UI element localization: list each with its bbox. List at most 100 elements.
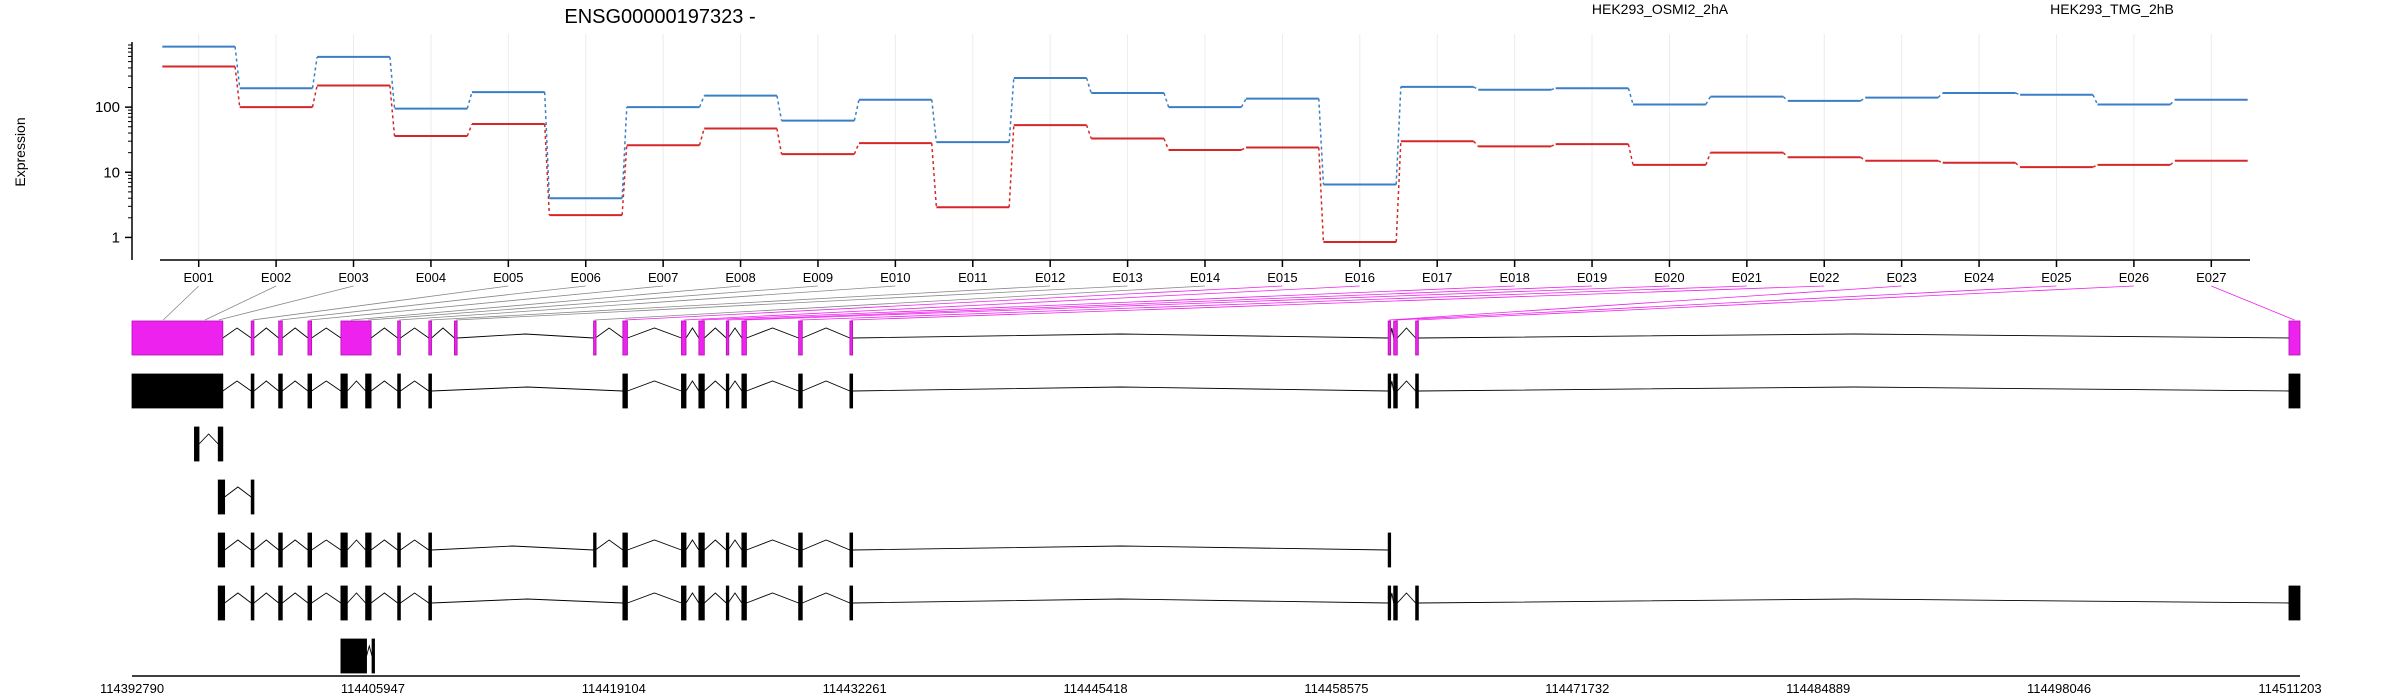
- exon-box: [798, 320, 803, 356]
- exon-box: [1415, 320, 1419, 356]
- exon-label: E017: [1422, 270, 1452, 285]
- intron: [282, 592, 309, 604]
- exon-label: E006: [571, 270, 601, 285]
- genomic-tick-label: 114484889: [1786, 681, 1850, 696]
- intron: [457, 333, 594, 339]
- intron: [311, 592, 342, 604]
- intron: [222, 327, 252, 339]
- exon-transition: [2014, 162, 2021, 168]
- exon-connector: [218, 285, 354, 321]
- exon-transition: [1241, 146, 1247, 151]
- exon-label: E011: [958, 270, 987, 285]
- intron: [224, 592, 252, 604]
- exon-box: [849, 320, 854, 356]
- exon-connector: [594, 285, 1206, 321]
- exon-box: [725, 320, 730, 356]
- exon-label: E022: [1809, 270, 1839, 285]
- exon-box: [681, 320, 687, 356]
- intron: [253, 539, 279, 551]
- exon-box: [593, 320, 597, 356]
- exon-box: [217, 585, 226, 621]
- intron: [802, 380, 851, 392]
- exon-box: [131, 320, 224, 356]
- intron: [366, 644, 373, 657]
- exon-box: [250, 320, 255, 356]
- transcript-row: [131, 373, 2301, 409]
- exon-label: E027: [2196, 270, 2226, 285]
- exon-transition: [1318, 98, 1325, 185]
- intron: [727, 327, 743, 339]
- exon-transition: [1937, 160, 1943, 164]
- exon-box: [741, 585, 747, 621]
- exon-transition: [776, 95, 783, 121]
- exon-box: [1393, 373, 1398, 409]
- series-group: [162, 65, 2248, 244]
- intron: [400, 380, 430, 392]
- exon-box: [250, 585, 255, 621]
- intron: [1418, 598, 2289, 604]
- exon-label: E024: [1964, 270, 1994, 285]
- intron: [852, 333, 1389, 339]
- exon-connector: [683, 285, 1360, 321]
- exon-box: [365, 373, 372, 409]
- chart-title: ENSG00000197323 -: [564, 6, 755, 28]
- exon-label: E013: [1112, 270, 1142, 285]
- exon-box: [278, 373, 283, 409]
- exon-box: [250, 373, 255, 409]
- exon-connector: [1416, 285, 2134, 321]
- exon-transition: [311, 56, 318, 89]
- y-axis-label: Expression: [12, 117, 28, 186]
- exon-transition: [1163, 92, 1170, 108]
- exon-box: [798, 373, 803, 409]
- exon-box: [340, 532, 348, 568]
- genomic-tick-label: 114511203: [2258, 681, 2321, 696]
- exon-label: E010: [880, 270, 910, 285]
- transcript-row: [194, 426, 224, 462]
- intron: [400, 539, 430, 551]
- exon-box: [1393, 585, 1398, 621]
- exon-box: [1387, 585, 1392, 621]
- exon-box: [798, 585, 803, 621]
- exon-connector: [280, 285, 586, 321]
- exon-connector: [2211, 285, 2295, 321]
- exon-box: [849, 585, 854, 621]
- intron: [746, 327, 799, 339]
- exon-transition: [2169, 99, 2176, 105]
- exon-transition: [389, 85, 396, 137]
- exon-box: [250, 479, 255, 515]
- intron: [627, 592, 682, 604]
- legend-series-1: HEK293_OSMI2_2hA: [1592, 1, 1729, 17]
- exon-transition: [1473, 140, 1479, 147]
- intron: [1396, 327, 1416, 339]
- intron: [282, 539, 309, 551]
- y-tick-label: 100: [95, 99, 120, 116]
- intron: [346, 380, 366, 392]
- exon-box: [1415, 373, 1419, 409]
- intron: [852, 386, 1389, 392]
- intron: [627, 539, 682, 551]
- intron: [627, 327, 682, 339]
- exon-transition: [1008, 77, 1015, 143]
- exon-connector: [399, 285, 896, 321]
- intron: [346, 592, 366, 604]
- exon-box: [428, 532, 432, 568]
- intron: [727, 380, 743, 392]
- exon-box: [397, 320, 401, 356]
- exon-transition: [1318, 147, 1325, 243]
- exon-box: [725, 585, 730, 621]
- exon-transition: [1395, 86, 1402, 185]
- intron: [746, 592, 799, 604]
- exon-label: E026: [2119, 270, 2149, 285]
- transcript-row: [131, 320, 2301, 356]
- exon-label: E009: [803, 270, 833, 285]
- exon-transition: [1860, 97, 1866, 102]
- exon-box: [340, 638, 367, 674]
- intron: [400, 592, 430, 604]
- exon-transition: [466, 91, 473, 109]
- exon-transition: [776, 128, 783, 155]
- exon-box: [397, 532, 401, 568]
- exon-label: E021: [1732, 270, 1762, 285]
- exon-transition: [2092, 164, 2098, 168]
- exon-box: [622, 532, 628, 568]
